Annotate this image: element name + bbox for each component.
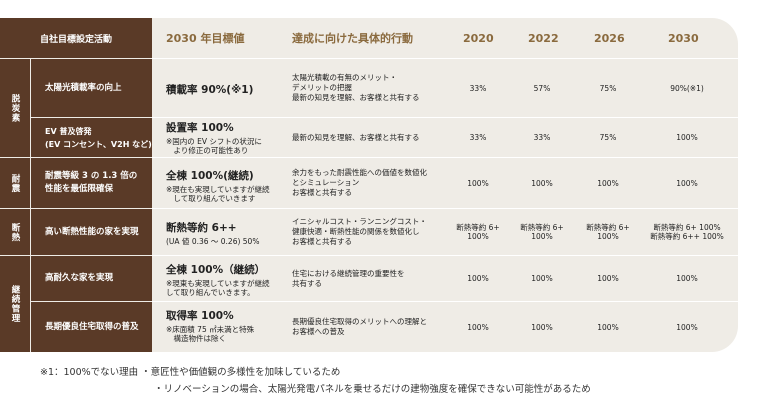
year-value-cell: 75% [599, 133, 617, 142]
item-longterm: 長期優良住宅取得の普及 [31, 302, 152, 352]
footnote-line-1: ※1：100%でない理由 ・意匠性や価値観の多様性を加味しているため [40, 367, 341, 378]
target-note: ※現在も実現していますが継続 して取り組んでいきます [166, 185, 270, 203]
target-note: ※国内の EV シフトの状況に より修正の可能性あり [166, 137, 262, 155]
year-value-cell: 75% [599, 83, 617, 93]
item-label: 長期優良住宅取得の普及 [45, 321, 139, 332]
category-decarbonization: 脱炭素 [0, 59, 30, 157]
header-action: 達成に向けた具体的行動 [292, 18, 413, 58]
target-longterm: 取得率 100% ※床面積 75 ㎡未満と特殊 構造物件は除く [166, 308, 291, 343]
header-year-2030: 2030 [668, 18, 699, 58]
category-label: 継続管理 [10, 285, 20, 323]
category-maintenance: 継続管理 [0, 256, 30, 352]
target-note: (UA 値 0.36 ～ 0.26) 50% [166, 237, 260, 246]
year-value-cell: 断熱等約 6+ 100% [456, 223, 500, 241]
year-value-cell: 57% [533, 83, 551, 93]
year-value-cell: 100% [531, 322, 553, 332]
year-value-cell: 90%(※1) [670, 83, 704, 93]
header-year-2026: 2026 [594, 18, 625, 58]
target-note: ※床面積 75 ㎡未満と特殊 構造物件は除く [166, 325, 255, 343]
year-value-cell: 100% [467, 178, 489, 188]
year-label: 2030 [668, 31, 699, 45]
year-value-cell: 100% [597, 322, 619, 332]
target-note: ※現東も実現していますが継続 して取り組んでいきます。 [166, 279, 270, 297]
year-value-cell: 100% [597, 178, 619, 188]
action-text: 余力をもった耐震性能への価値を数値化 とシミュレーション お客様と共有する [292, 168, 427, 197]
header-year-2020: 2020 [463, 18, 494, 58]
item-solar: 太陽光積載率の向上 [31, 59, 152, 117]
row-divider [152, 157, 738, 158]
target-value: 取得率 100% [166, 310, 234, 322]
action-insulation: イニシャルコスト・ランニングコスト・ 健康快適・断熱性能の関係を数値化し お客様… [292, 209, 462, 255]
year-label: 2022 [528, 31, 559, 45]
action-text: 住宅における継続管理の重要性を 共有する [292, 268, 405, 288]
footnote-line-2: ・リノベーションの場合、太陽光発電パネルを乗せるだけの建物強度を確保できない可能… [154, 384, 591, 395]
year-value-cell: 100% [467, 322, 489, 332]
year-label: 2020 [463, 31, 494, 45]
item-insulation: 高い断熱性能の家を実現 [31, 209, 152, 255]
item-durable: 高耐久な家を実現 [31, 256, 152, 301]
header-target: 2030 年目標値 [166, 18, 244, 58]
item-label: EV 普及啓発 (EV コンセント、V2H など) [45, 126, 152, 149]
item-label: 高耐久な家を実現 [45, 273, 114, 283]
action-ev: 最新の知見を理解、お客様と共有する [292, 118, 462, 157]
year-value-cell: 100% [676, 274, 698, 283]
target-value: 全棟 100%(継続) [166, 170, 254, 182]
category-label: 耐震 [10, 173, 20, 193]
year-value-cell: 100% [531, 178, 553, 188]
year-value-cell: 断熱等約 6+ 100% [586, 223, 630, 241]
category-label: 断熱 [10, 222, 20, 242]
item-label: 耐震等級 3 の 1.3 倍の 性能を最低限確保 [45, 171, 138, 194]
target-value: 設置率 100% [166, 122, 234, 134]
category-insulation: 断熱 [0, 209, 30, 255]
action-longterm: 長期優良住宅取得のメリットへの理解と お客様への普及 [292, 302, 462, 352]
year-value-cell: 100% [531, 274, 553, 283]
year-value-cell: 100% [597, 274, 619, 283]
row-divider [152, 255, 738, 256]
target-durable: 全棟 100%（継続） ※現東も実現していますが継続 して取り組んでいきます。 [166, 262, 291, 297]
row-divider [152, 58, 738, 59]
year-value-cell: 断熱等約 6+ 100% [520, 223, 564, 241]
header-year-2022: 2022 [528, 18, 559, 58]
year-value-cell: 100% [676, 322, 698, 332]
year-value-cell: 100% [676, 133, 698, 142]
action-seismic: 余力をもった耐震性能への価値を数値化 とシミュレーション お客様と共有する [292, 158, 462, 208]
year-label: 2026 [594, 31, 625, 45]
year-value-cell: 33% [469, 133, 487, 142]
target-insulation: 断熱等約 6++ (UA 値 0.36 ～ 0.26) 50% [166, 220, 291, 246]
action-durable: 住宅における継続管理の重要性を 共有する [292, 256, 462, 301]
header-goal-cell: 自社目標設定活動 [0, 18, 152, 58]
item-label: 高い断熱性能の家を実現 [45, 226, 139, 237]
action-text: イニシャルコスト・ランニングコスト・ 健康快適・断熱性能の関係を数値化し お客様… [292, 217, 427, 246]
target-value: 積載率 90%(※1) [166, 84, 254, 96]
row-divider [152, 208, 738, 209]
target-seismic: 全棟 100%(継続) ※現在も実現していますが継続 して取り組んでいきます [166, 168, 291, 203]
target-value: 断熱等約 6++ [166, 222, 237, 234]
target-value: 全棟 100%（継続） [166, 264, 266, 276]
action-text: 太陽光積載の有無のメリット・ デメリットの把握 最新の知見を理解、お客様と共有す… [292, 73, 420, 102]
year-value-cell: 33% [469, 83, 487, 93]
item-label: 太陽光積載率の向上 [45, 82, 122, 93]
category-seismic: 耐震 [0, 158, 30, 208]
action-text: 長期優良住宅取得のメリットへの理解と お客様への普及 [292, 317, 427, 336]
year-value-cell: 100% [467, 274, 489, 283]
action-text: 最新の知見を理解、お客様と共有する [292, 132, 420, 142]
header-target-label: 2030 年目標値 [166, 32, 245, 45]
row-divider [152, 301, 738, 302]
year-value-cell: 断熱等約 6+ 100% 断熱等約 6++ 100% [650, 223, 724, 241]
target-ev: 設置率 100% ※国内の EV シフトの状況に より修正の可能性あり [166, 120, 291, 155]
item-seismic: 耐震等級 3 の 1.3 倍の 性能を最低限確保 [31, 158, 152, 208]
year-value-cell: 100% [676, 178, 698, 188]
action-solar: 太陽光積載の有無のメリット・ デメリットの把握 最新の知見を理解、お客様と共有す… [292, 59, 462, 117]
item-ev: EV 普及啓発 (EV コンセント、V2H など) [31, 118, 152, 157]
year-value-cell: 33% [533, 133, 551, 142]
category-label: 脱炭素 [10, 93, 20, 123]
target-solar: 積載率 90%(※1) [166, 82, 291, 97]
row-divider [152, 117, 738, 118]
header-action-label: 達成に向けた具体的行動 [292, 32, 413, 45]
header-goal-label: 自社目標設定活動 [40, 34, 113, 45]
